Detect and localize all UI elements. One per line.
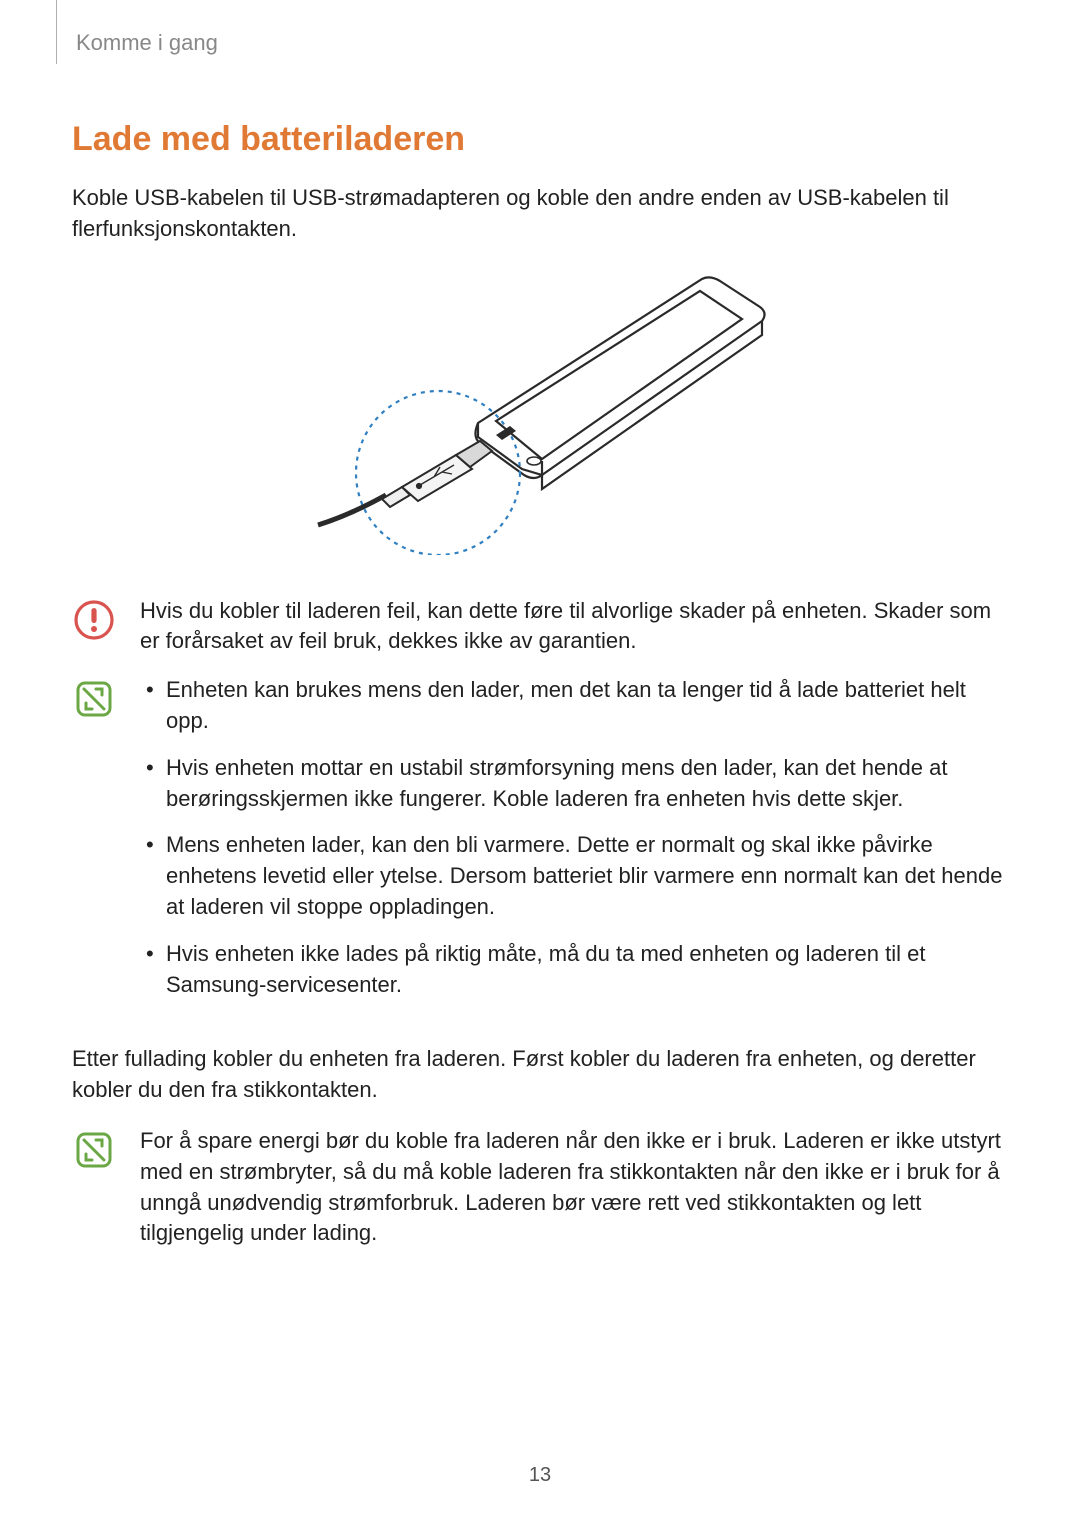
- charging-figure: [72, 265, 1008, 560]
- tip-text: For å spare energi bør du koble fra lade…: [140, 1126, 1008, 1249]
- warning-text: Hvis du kobler til laderen feil, kan det…: [140, 596, 1008, 658]
- intro-paragraph: Koble USB-kabelen til USB-strømadapteren…: [72, 183, 1008, 245]
- notes-callout: Enheten kan brukes mens den lader, men d…: [72, 675, 1008, 1016]
- warning-callout: Hvis du kobler til laderen feil, kan det…: [72, 596, 1008, 658]
- tip-icon: [72, 1128, 116, 1177]
- note-icon: [72, 677, 116, 726]
- page-number: 13: [0, 1464, 1080, 1487]
- after-paragraph: Etter fullading kobler du enheten fra la…: [72, 1044, 1008, 1106]
- header-rule: [56, 0, 57, 64]
- section-heading: Lade med batteriladeren: [72, 120, 1008, 159]
- tip-callout: For å spare energi bør du koble fra lade…: [72, 1126, 1008, 1249]
- list-item: Hvis enheten ikke lades på riktig måte, …: [140, 939, 1008, 1001]
- list-item: Enheten kan brukes mens den lader, men d…: [140, 675, 1008, 737]
- warning-icon: [72, 598, 116, 647]
- notes-list: Enheten kan brukes mens den lader, men d…: [140, 675, 1008, 1000]
- breadcrumb: Komme i gang: [72, 30, 1008, 56]
- device-usb-illustration: [310, 265, 770, 555]
- notes-text: Enheten kan brukes mens den lader, men d…: [140, 675, 1008, 1016]
- page: Komme i gang Lade med batteriladeren Kob…: [0, 0, 1080, 1527]
- list-item: Mens enheten lader, kan den bli varmere.…: [140, 830, 1008, 922]
- list-item: Hvis enheten mottar en ustabil strømfors…: [140, 753, 1008, 815]
